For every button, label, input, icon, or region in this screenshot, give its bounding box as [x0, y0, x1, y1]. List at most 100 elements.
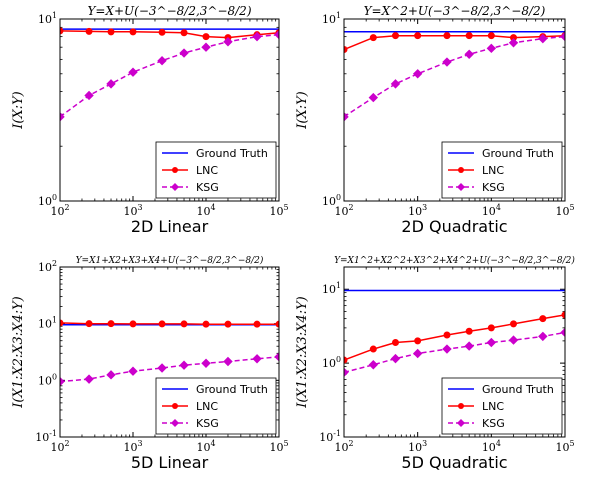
data-point-lnc	[253, 320, 261, 328]
data-point-lnc	[561, 311, 565, 319]
data-point-ksg	[179, 360, 189, 370]
plot-frame	[59, 266, 280, 438]
x-tick-label: 103	[408, 439, 427, 454]
panel-label: 5D Quadratic	[401, 453, 507, 472]
legend-label: LNC	[482, 400, 504, 413]
data-point-ksg	[252, 354, 262, 364]
data-point-ksg	[412, 348, 423, 359]
y-tick-label: 101	[38, 316, 57, 331]
data-point-lnc	[465, 327, 473, 335]
data-point-lnc	[510, 320, 518, 328]
legend-label: LNC	[196, 400, 218, 413]
panel-label: 2D Quadratic	[401, 217, 507, 236]
legend-marker	[458, 167, 464, 173]
data-point-ksg	[84, 90, 94, 101]
series-line-lnc	[344, 314, 565, 361]
data-point-lnc	[539, 315, 547, 323]
data-point-lnc	[369, 34, 377, 42]
data-point-ksg	[344, 112, 349, 122]
series-line-ksg	[344, 35, 565, 118]
series-line-ksg	[344, 331, 565, 374]
data-point-lnc	[465, 32, 473, 40]
data-point-ksg	[157, 55, 167, 66]
data-point-ksg	[128, 67, 138, 77]
legend-marker	[172, 167, 178, 173]
data-point-lnc	[344, 356, 348, 364]
legend-marker	[172, 403, 178, 409]
data-point-ksg	[486, 43, 497, 54]
data-point-ksg	[201, 358, 211, 368]
data-point-ksg	[464, 341, 474, 351]
y-tick-label: 101	[322, 281, 341, 296]
data-point-lnc	[129, 320, 137, 328]
legend-label: Ground Truth	[196, 147, 268, 160]
chart-panel-1: 102 103 104 105 100 101 Ground Truth LNC KSG 2D L…	[11, 4, 289, 236]
chart-panel-2: 102 103 104 105 100 101 Ground Truth LNC KSG 2D Q…	[295, 4, 575, 236]
data-point-lnc	[391, 339, 399, 347]
data-point-lnc	[60, 319, 64, 327]
series-line-lnc	[60, 30, 279, 39]
legend-label: KSG	[196, 417, 219, 430]
data-point-lnc	[180, 29, 188, 37]
legend-marker	[457, 419, 465, 427]
y-tick-label: 100	[322, 355, 341, 370]
data-point-lnc	[158, 28, 166, 36]
series-group	[344, 31, 565, 122]
series-group	[344, 289, 565, 378]
legend-label: KSG	[482, 181, 505, 194]
data-point-lnc	[129, 28, 137, 36]
chart-panel-4: 102 103 104 105 10-1 100 101 Ground Truth LNC KSG…	[295, 255, 575, 472]
y-tick-label: 10-1	[319, 429, 341, 444]
data-point-ksg	[442, 57, 452, 67]
legend-marker	[457, 183, 465, 191]
data-point-lnc	[158, 320, 166, 328]
y-tick-label: 100	[38, 372, 57, 387]
x-tick-label: 104	[196, 203, 215, 218]
data-point-lnc	[391, 32, 399, 40]
data-point-ksg	[157, 363, 167, 373]
x-tick-label: 104	[482, 203, 501, 218]
y-tick-label: 102	[38, 259, 57, 274]
x-tick-label: 102	[334, 439, 353, 454]
series-group	[60, 319, 279, 387]
legend-label: LNC	[482, 164, 504, 177]
legend-label: KSG	[482, 417, 505, 430]
y-tick-label: 10-1	[35, 429, 57, 444]
x-tick-label: 105	[269, 203, 288, 218]
data-point-lnc	[414, 32, 422, 40]
data-point-lnc	[180, 320, 188, 328]
data-point-ksg	[368, 360, 379, 370]
series-group	[60, 27, 279, 122]
data-point-ksg	[464, 49, 474, 59]
y-tick-label: 101	[38, 11, 57, 26]
y-tick-label: 100	[38, 193, 57, 208]
data-point-ksg	[390, 353, 401, 364]
data-point-lnc	[487, 32, 495, 40]
data-point-ksg	[179, 48, 189, 58]
data-point-ksg	[368, 92, 379, 103]
data-point-lnc	[107, 320, 115, 328]
chart-panel-3: 102 103 104 105 10-1 100 101 102 Ground Truth LNC…	[11, 255, 289, 472]
legend-label: Ground Truth	[482, 147, 554, 160]
data-point-lnc	[414, 337, 422, 345]
x-tick-label: 103	[123, 439, 142, 454]
formula-title: Y=X^2+U(−3^−8/2,3^−8/2)	[364, 4, 546, 18]
data-point-lnc	[60, 27, 64, 35]
legend-label: LNC	[196, 164, 218, 177]
data-point-lnc	[202, 33, 210, 41]
data-point-ksg	[106, 79, 116, 89]
x-tick-label: 103	[408, 203, 427, 218]
data-point-ksg	[274, 29, 279, 40]
panel-label: 5D Linear	[131, 453, 209, 472]
data-point-ksg	[508, 38, 519, 48]
series-line-ksg	[60, 33, 279, 118]
data-point-ksg	[201, 42, 211, 52]
data-point-ksg	[252, 31, 262, 42]
data-point-ksg	[560, 31, 565, 42]
y-axis-label: I(X:Y)	[11, 91, 26, 130]
data-point-ksg	[60, 376, 65, 387]
data-point-ksg	[128, 366, 138, 376]
data-point-lnc	[107, 28, 115, 36]
data-point-ksg	[223, 356, 233, 367]
